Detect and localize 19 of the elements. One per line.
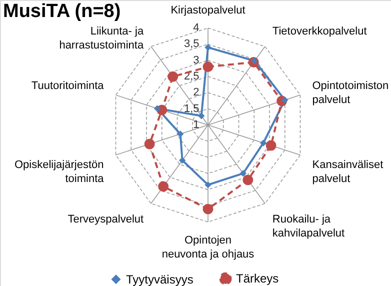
y-tick-label: 3 <box>193 54 200 66</box>
chart-title: MusiTA (n=8) <box>3 1 121 22</box>
spoke-label: Kirjastopalvelut <box>170 4 246 16</box>
y-tick-label: 1 <box>193 119 200 131</box>
spoke-label: Tietoverkkopalvelut <box>272 25 367 38</box>
legend-label: Tärkeys <box>236 272 279 286</box>
spoke-label: Liikunta- ja harrastustoiminta <box>59 25 144 52</box>
spoke-label: Tuutoritoiminta <box>31 80 105 92</box>
spoke-label: Opintojen neuvonta ja ohjaus <box>162 234 255 261</box>
spoke-label: Terveyspalvelut <box>68 214 144 226</box>
spoke-label: Ruokailu- ja kahvilapalvelut <box>272 214 345 240</box>
legend-label: Tyytyväisyys <box>126 272 194 286</box>
spoke-label: Opintotoimiston palvelut <box>312 80 389 106</box>
spoke-label: Kansainväliset palvelut <box>312 158 384 185</box>
y-tick-label: 4 <box>193 22 200 34</box>
y-tick-label: 2 <box>193 86 200 99</box>
y-tick-label: 3,5 <box>184 38 200 50</box>
y-tick-label: 1,5 <box>184 102 200 115</box>
spoke-label: Opiskelijajärjestön toiminta <box>14 158 105 185</box>
